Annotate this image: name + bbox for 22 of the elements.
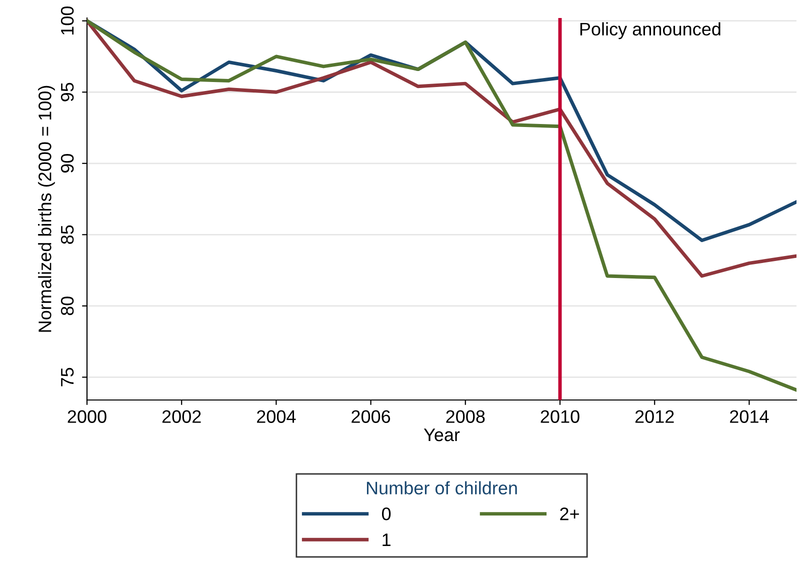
- x-tick-label: 2008: [446, 410, 485, 423]
- legend-label: 2+: [560, 508, 579, 520]
- x-tick-label: 2004: [257, 410, 296, 423]
- x-tick-label: 2006: [352, 410, 390, 423]
- line-series: [87, 19, 796, 392]
- legend-label: 1: [382, 534, 390, 546]
- x-tick-label: 2010: [540, 410, 580, 423]
- y-tick-label: 85: [60, 225, 74, 244]
- legend-title: Number of children: [366, 481, 517, 494]
- y-tick-label: 80: [60, 296, 74, 316]
- y-tick-label: 90: [60, 154, 74, 173]
- x-tick-label: 2000: [68, 410, 106, 423]
- x-tick-label: 2002: [162, 410, 201, 423]
- y-tick-label: 75: [61, 368, 74, 386]
- y-tick-label: 100: [60, 6, 74, 35]
- x-axis-title: Year: [424, 428, 460, 442]
- x-tick-label: 2012: [635, 410, 674, 423]
- ref-line-label: Policy announced: [580, 22, 720, 40]
- y-axis-title: Normalized births (2000 = 100): [38, 86, 55, 332]
- y-tick-label: 95: [60, 82, 74, 102]
- x-tick-label: 2014: [730, 410, 769, 423]
- legend-label: 0: [382, 508, 391, 520]
